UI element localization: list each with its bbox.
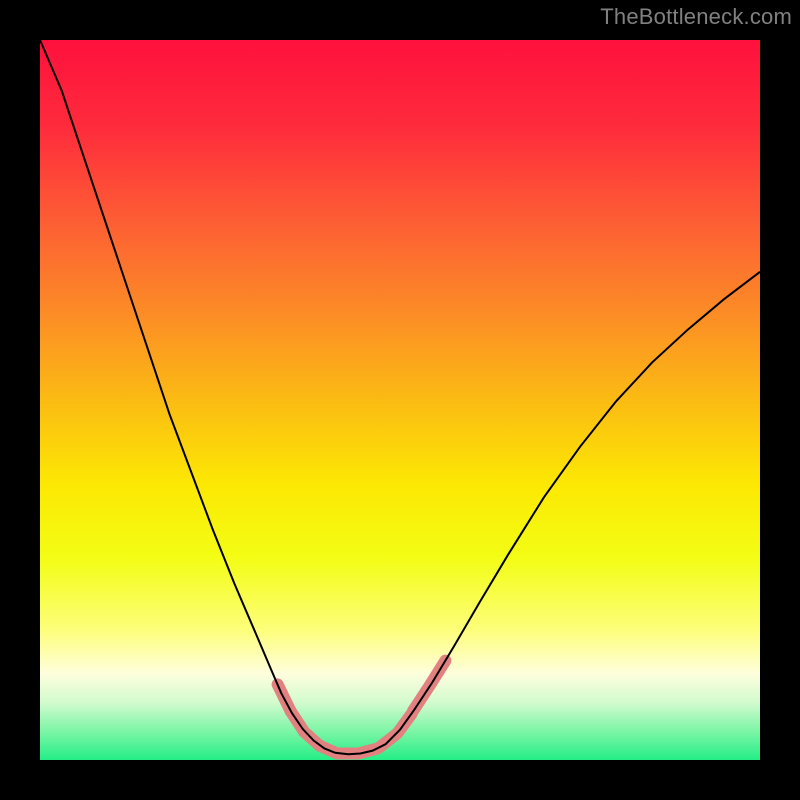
markers-group — [278, 661, 446, 754]
plot-area — [40, 40, 760, 760]
watermark-text: TheBottleneck.com — [600, 4, 792, 30]
curve-line — [40, 40, 760, 754]
chart-overlay — [40, 40, 760, 760]
